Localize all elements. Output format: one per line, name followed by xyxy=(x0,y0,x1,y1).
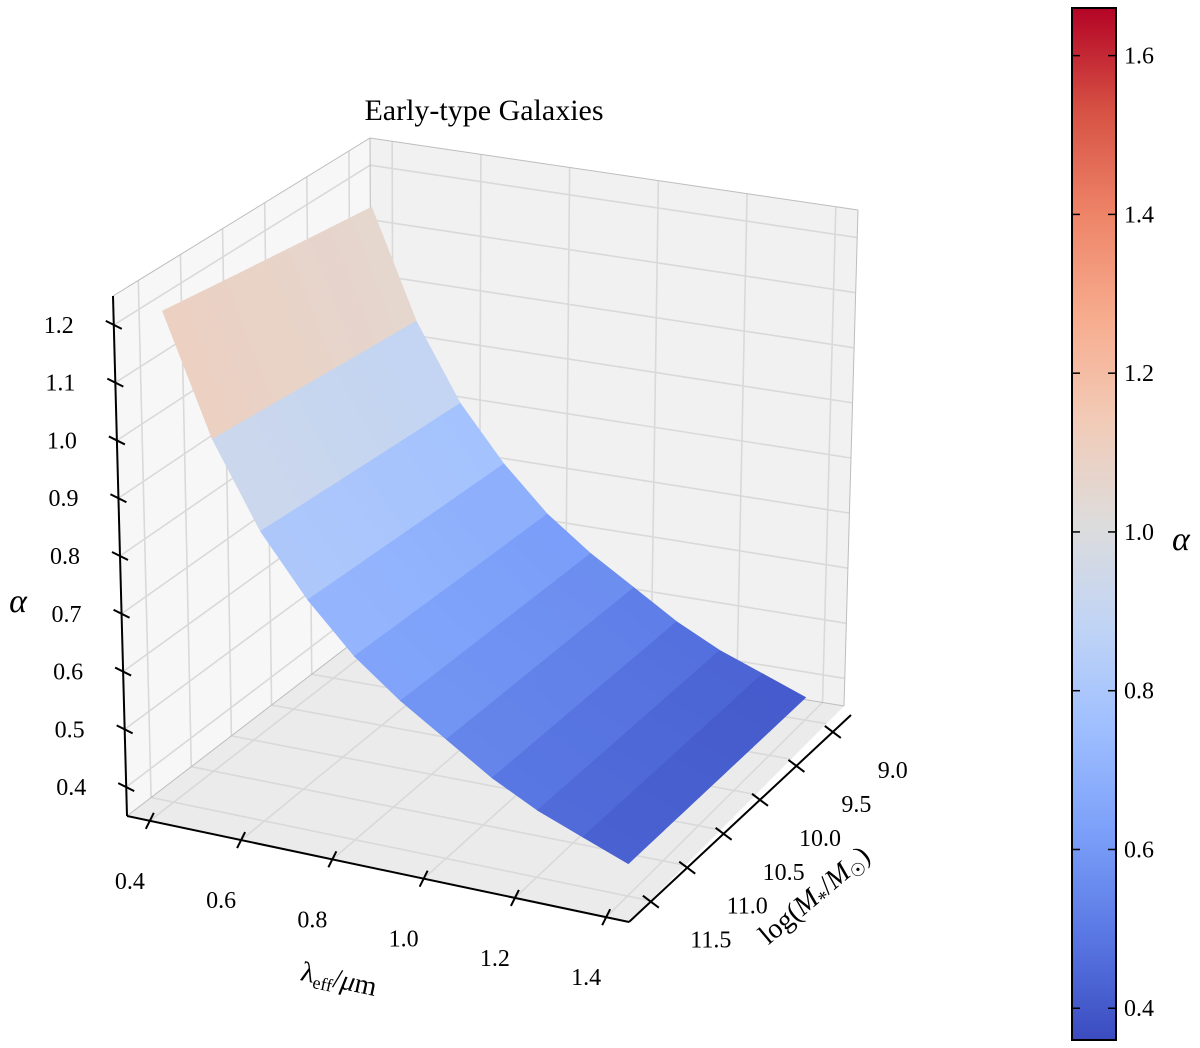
z-tick xyxy=(117,782,135,793)
y-tick xyxy=(751,793,769,807)
z-tick-label: 1.0 xyxy=(47,428,77,454)
y-tick xyxy=(642,894,660,909)
z-gridline-back xyxy=(370,327,853,404)
x-tick-label: 1.4 xyxy=(571,965,601,991)
y-tick xyxy=(678,860,696,875)
colorbar-tick-label: 0.4 xyxy=(1124,996,1154,1022)
x-tick xyxy=(418,870,429,888)
z-tick xyxy=(109,493,127,504)
alpha-surface xyxy=(162,206,807,865)
x-tick-label: 0.4 xyxy=(115,869,145,895)
y-axis-line xyxy=(628,714,852,923)
z-tick-label: 0.5 xyxy=(55,717,85,743)
z-tick xyxy=(116,724,134,735)
z-tick-label: 1.2 xyxy=(44,313,74,339)
colorbar: 0.4 0.6 0.8 1.0 1.2 1.4 1.6 α xyxy=(1071,7,1191,1041)
z-tick xyxy=(113,608,131,619)
y-tick-label: 10.0 xyxy=(799,826,841,852)
colorbar-tick-label: 0.6 xyxy=(1124,837,1154,863)
y-tick-label: 10.5 xyxy=(763,860,805,886)
colorbar-tick-label: 1.2 xyxy=(1124,361,1154,387)
y-axis-label: log(M*/M☉) xyxy=(753,840,879,954)
colorbar-tick-label: 1.6 xyxy=(1124,44,1154,70)
z-gridline-back xyxy=(369,164,858,239)
x-tick-label: 0.8 xyxy=(297,907,327,933)
colorbar-ticks: 0.4 0.6 0.8 1.0 1.2 1.4 1.6 xyxy=(1072,44,1154,1022)
z-tick-label: 0.9 xyxy=(48,486,78,512)
y-tick-label: 11.5 xyxy=(690,928,731,954)
x-tick-label: 1.2 xyxy=(480,946,510,972)
colorbar-tick-label: 1.0 xyxy=(1124,520,1154,546)
x-tick xyxy=(601,908,612,926)
colorbar-tick-label: 0.8 xyxy=(1124,679,1154,705)
x-tick xyxy=(510,889,520,907)
z-tick xyxy=(106,377,124,388)
z-tick xyxy=(114,666,132,677)
z-axis-label: α xyxy=(9,583,28,620)
x-tick xyxy=(327,850,338,868)
y-tick xyxy=(824,725,842,739)
x-tick-label: 0.6 xyxy=(206,888,236,914)
y-tick xyxy=(715,826,733,841)
colorbar-fill xyxy=(1071,7,1117,1041)
y-tick-label: 11.0 xyxy=(727,894,768,920)
axis-ticks: 0.4 0.5 0.6 0.7 0.8 0.9 1.0 1.1 1.2 0.4 0.6 0.8 1.0 1… xyxy=(44,313,908,991)
z-tick xyxy=(108,435,126,446)
z-gridline-side xyxy=(113,164,371,326)
y-tick xyxy=(787,759,806,773)
x-tick-label: 1.0 xyxy=(389,927,419,953)
z-gridline-side xyxy=(125,600,373,788)
x-axis-label: λeff/μm xyxy=(298,957,380,1005)
z-tick-label: 0.6 xyxy=(53,660,83,686)
y-gridline-floor xyxy=(150,796,651,902)
y-tick-label: 9.5 xyxy=(841,792,871,818)
z-gridline-back xyxy=(370,273,855,349)
x-axis-line xyxy=(126,815,630,923)
x-tick xyxy=(236,831,246,849)
x-tick xyxy=(144,812,155,830)
colorbar-tick-label: 1.4 xyxy=(1124,202,1154,228)
z-tick-label: 0.7 xyxy=(52,602,82,628)
y-tick-label: 9.0 xyxy=(878,758,908,784)
z-tick-label: 1.1 xyxy=(45,371,75,397)
chart-title: Early-type Galaxies xyxy=(364,94,603,127)
colorbar-label: α xyxy=(1172,521,1191,558)
z-tick-label: 0.8 xyxy=(50,544,80,570)
z-tick-label: 0.4 xyxy=(56,775,86,801)
z-tick xyxy=(105,319,123,330)
x-gridline-floor xyxy=(149,630,394,822)
z-gridline-back xyxy=(370,218,856,294)
surface-patch xyxy=(582,820,647,865)
x-gridline-floor xyxy=(605,701,824,918)
z-tick xyxy=(111,551,129,561)
